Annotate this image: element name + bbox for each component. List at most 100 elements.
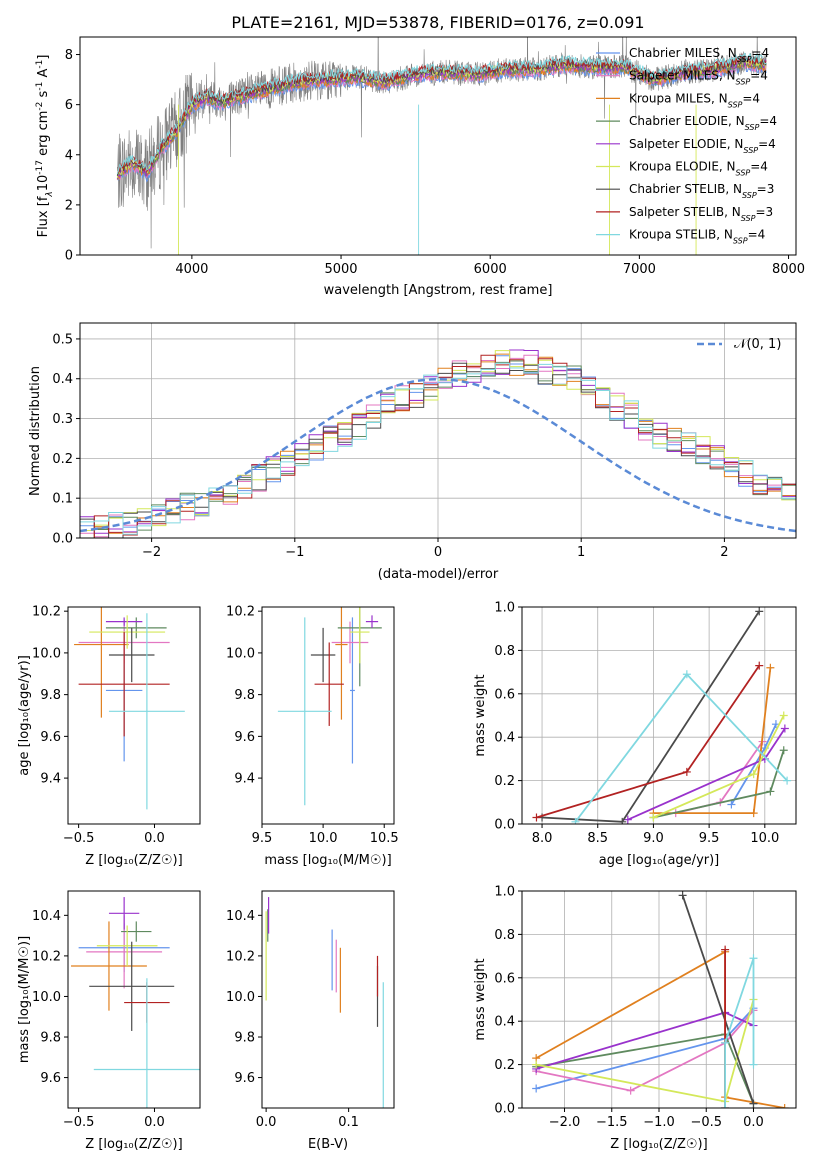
x-tick-label: 9.0 (643, 831, 664, 846)
y-tick-label: 1.0 (494, 601, 515, 616)
x-tick-label: 10.0 (309, 831, 338, 846)
y-tick-label: 9.8 (40, 1031, 61, 1046)
parameter-panels: −0.5 0.0 9.4 9.6 9.8 10.0 10.2 Z [log₁₀(Z/Z☉)] a… (17, 601, 797, 1152)
weight-marker-6 (749, 1099, 758, 1108)
x-tick-label: 8.0 (532, 831, 553, 846)
y-tick-label: 10.2 (32, 949, 61, 964)
age-vs-Z-panel: −0.5 0.0 9.4 9.6 9.8 10.0 10.2 Z [log₁₀(Z/Z☉)] a… (17, 605, 201, 868)
legend-label-0: Chabrier MILES, NSSP=4 (629, 46, 769, 64)
x-tick-label: 10.5 (370, 831, 399, 846)
y-tick-label: 6 (65, 98, 73, 113)
residual-histogram-8 (80, 362, 796, 535)
x-tick-label: −0.5 (63, 831, 95, 846)
legend-label-3: Chabrier ELODIE, NSSP=4 (629, 114, 777, 132)
legend-label-4: Salpeter ELODIE, NSSP=4 (629, 137, 776, 155)
weight-marker-0 (727, 800, 736, 809)
y-tick-label: 10.0 (226, 646, 255, 661)
mass-vs-Z-ylabel: mass [log₁₀(M/M☉)] (17, 936, 32, 1063)
x-tick-label: 7000 (623, 262, 656, 277)
weight-marker-8 (721, 1038, 730, 1047)
spectrum-title: PLATE=2161, MJD=53878, FIBERID=0176, z=0… (231, 13, 644, 32)
weight-marker-7 (532, 813, 541, 822)
age-vs-mass-plot-area (277, 607, 382, 806)
y-tick-label: 10.0 (226, 990, 255, 1005)
y-tick-label: 9.6 (234, 1071, 255, 1086)
weight-marker-0 (532, 1084, 541, 1093)
y-tick-label: 9.8 (234, 688, 255, 703)
legend-label-1: Salpeter MILES, NSSP=4 (629, 69, 768, 87)
y-tick-label: 9.6 (40, 730, 61, 745)
y-tick-label: 10.0 (32, 990, 61, 1005)
x-tick-label: 0.0 (743, 1115, 764, 1130)
y-tick-label: 0.6 (494, 687, 515, 702)
x-tick-label: −2.0 (549, 1115, 581, 1130)
y-tick-label: 10.4 (32, 909, 61, 924)
weight-marker-2 (766, 663, 775, 672)
weight-marker-6 (618, 817, 627, 824)
y-tick-label: 0.8 (494, 928, 515, 943)
residual-xlabel: (data-model)/error (378, 567, 499, 582)
y-tick-label: 0.2 (52, 452, 73, 467)
weight-marker-2 (780, 1104, 789, 1108)
mass-vs-EBV-panel: 0.0 0.1 9.6 9.8 10.0 10.2 10.4 E(B-V) (226, 890, 395, 1152)
weight-marker-6 (678, 891, 687, 900)
y-tick-label: 0.3 (52, 412, 73, 427)
residual-axes-frame (79, 322, 797, 539)
weight-marker-5 (649, 813, 658, 822)
x-tick-label: 9.5 (252, 831, 273, 846)
gaussian-legend-label: 𝒩(0, 1) (734, 337, 781, 352)
x-tick-label: 2 (720, 545, 728, 560)
y-tick-label: 10.4 (226, 909, 255, 924)
y-tick-label: 0.5 (52, 332, 73, 347)
y-tick-label: 9.8 (40, 688, 61, 703)
age-vs-Z-ylabel: age [log₁₀(age/yr)] (17, 655, 32, 776)
residual-legend: 𝒩(0, 1) (697, 337, 781, 352)
legend-label-8: Kroupa STELIB, NSSP=4 (629, 228, 765, 246)
age-vs-Z-plot-area (74, 607, 185, 810)
weight-marker-8 (749, 1060, 758, 1069)
y-tick-label: 10.2 (226, 605, 255, 620)
x-tick-label: 5000 (324, 262, 357, 277)
weight-vs-Z-ylabel: mass weight (473, 958, 488, 1040)
x-tick-label: 1 (577, 545, 585, 560)
weight-marker-3 (766, 787, 775, 796)
x-tick-label: −1.5 (596, 1115, 628, 1130)
weight-marker-4 (780, 724, 789, 733)
legend-label-5: Kroupa ELODIE, NSSP=4 (629, 160, 768, 178)
age-vs-Z-xlabel: Z [log₁₀(Z/Z☉)] (85, 853, 182, 868)
y-tick-label: 10.0 (32, 646, 61, 661)
legend-label-6: Chabrier STELIB, NSSP=3 (629, 182, 774, 200)
weight-vs-age-plot-area (532, 607, 792, 824)
y-tick-label: 0.0 (494, 818, 515, 833)
spectrum-axes-frame (79, 36, 797, 256)
spectrum-plot-area (116, 37, 767, 255)
model-line-7 (117, 53, 767, 174)
age-vs-mass-xlabel: mass [log₁₀(M/M☉)] (264, 853, 391, 868)
x-tick-label: 0 (434, 545, 442, 560)
x-tick-label: 8000 (772, 262, 805, 277)
weight-vs-age-xlabel: age [log₁₀(age/yr)] (599, 853, 720, 868)
weight-vs-age-panel: 8.0 8.5 9.0 9.5 10.0 0.0 0.2 0.4 0.6 0.8 1.0 age [l… (473, 601, 797, 868)
spectrum-legend: Chabrier MILES, NSSP=4 Salpeter MILES, NS… (596, 46, 777, 245)
weight-marker-5 (532, 1060, 541, 1069)
x-tick-label: −1 (285, 545, 304, 560)
y-tick-label: 0 (65, 249, 73, 264)
y-tick-label: 9.6 (40, 1071, 61, 1086)
residual-plot-area (80, 349, 796, 538)
weight-marker-5 (779, 711, 788, 720)
weight-line-8 (724, 958, 755, 1108)
y-tick-label: 4 (65, 148, 73, 163)
mass-vs-Z-xlabel: Z [log₁₀(Z/Z☉)] (85, 1137, 182, 1152)
weight-line-1 (536, 1009, 755, 1092)
y-tick-label: 0.4 (494, 731, 515, 746)
x-tick-label: 0.1 (338, 1115, 359, 1130)
spectrum-panel: PLATE=2161, MJD=53878, FIBERID=0176, z=0… (35, 13, 805, 298)
weight-vs-Z-xlabel: Z [log₁₀(Z/Z☉)] (610, 1137, 707, 1152)
y-tick-label: 9.4 (40, 772, 61, 787)
mass-vs-Z-plot-area (71, 897, 200, 1108)
y-tick-label: 0.4 (52, 372, 73, 387)
y-tick-label: 0.1 (52, 492, 73, 507)
y-tick-label: 0.6 (494, 971, 515, 986)
gaussian-curve (80, 377, 796, 533)
mass-vs-EBV-frame (261, 890, 395, 1109)
